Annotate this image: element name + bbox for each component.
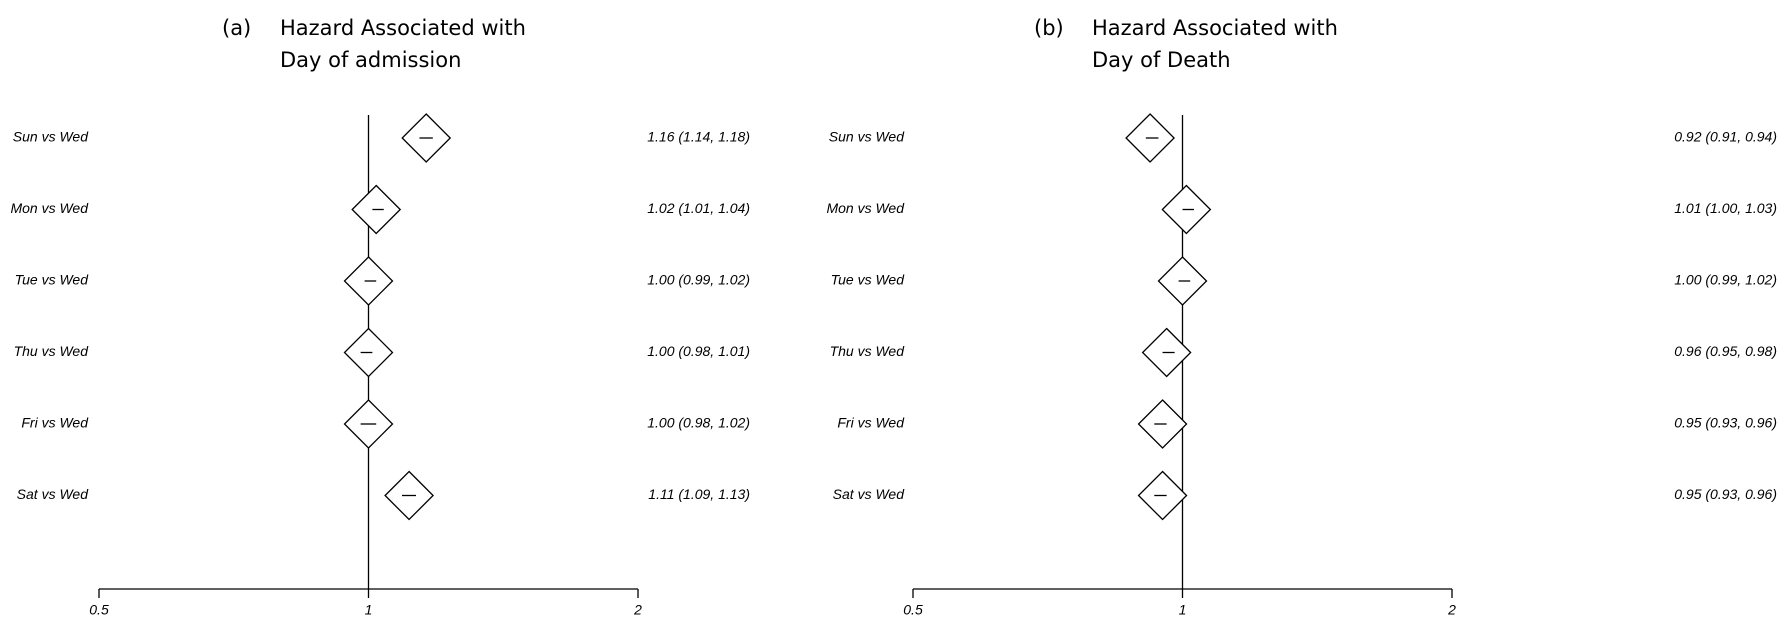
estimate-label: 0.96 (0.95, 0.98) (1674, 343, 1777, 359)
row-label: Sun vs Wed (829, 129, 905, 145)
panel-tag: (a) (222, 16, 251, 40)
estimate-label: 1.02 (1.01, 1.04) (647, 200, 750, 216)
panel-tag: (b) (1034, 16, 1064, 40)
x-tick-label: 1 (365, 602, 373, 618)
estimate-label: 1.16 (1.14, 1.18) (647, 129, 750, 145)
row-label: Fri vs Wed (21, 415, 89, 431)
row-label: Tue vs Wed (831, 272, 906, 288)
estimate-label: 1.11 (1.09, 1.13) (648, 486, 750, 502)
row-label: Fri vs Wed (837, 415, 905, 431)
x-tick-label: 2 (633, 602, 642, 618)
x-tick-label: 0.5 (89, 602, 109, 618)
row-label: Sun vs Wed (13, 129, 89, 145)
panel-title-line: Day of Death (1092, 48, 1231, 72)
x-tick-label: 0.5 (903, 602, 923, 618)
estimate-label: 0.92 (0.91, 0.94) (1674, 129, 1777, 145)
row-label: Thu vs Wed (830, 343, 906, 359)
estimate-label: 0.95 (0.93, 0.96) (1674, 415, 1777, 431)
row-label: Sat vs Wed (833, 486, 906, 502)
estimate-label: 0.95 (0.93, 0.96) (1674, 486, 1777, 502)
row-label: Sat vs Wed (17, 486, 90, 502)
row-label: Tue vs Wed (15, 272, 90, 288)
x-tick-label: 2 (1447, 602, 1456, 618)
estimate-label: 1.00 (0.99, 1.02) (647, 272, 750, 288)
panel-title-line: Day of admission (280, 48, 461, 72)
panel-title-line: Hazard Associated with (280, 16, 526, 40)
estimate-label: 1.00 (0.98, 1.02) (647, 415, 750, 431)
panel-title-line: Hazard Associated with (1092, 16, 1338, 40)
estimate-label: 1.00 (0.99, 1.02) (1674, 272, 1777, 288)
row-label: Mon vs Wed (826, 200, 905, 216)
row-label: Thu vs Wed (14, 343, 90, 359)
estimate-label: 1.00 (0.98, 1.01) (647, 343, 750, 359)
x-tick-label: 1 (1179, 602, 1187, 618)
panel-b: (b) Hazard Associated with Day of Death Sun… (826, 16, 1777, 618)
panel-a: (a) Hazard Associated with Day of admissio… (10, 16, 750, 618)
row-label: Mon vs Wed (10, 200, 89, 216)
estimate-label: 1.01 (1.00, 1.03) (1674, 200, 1777, 216)
